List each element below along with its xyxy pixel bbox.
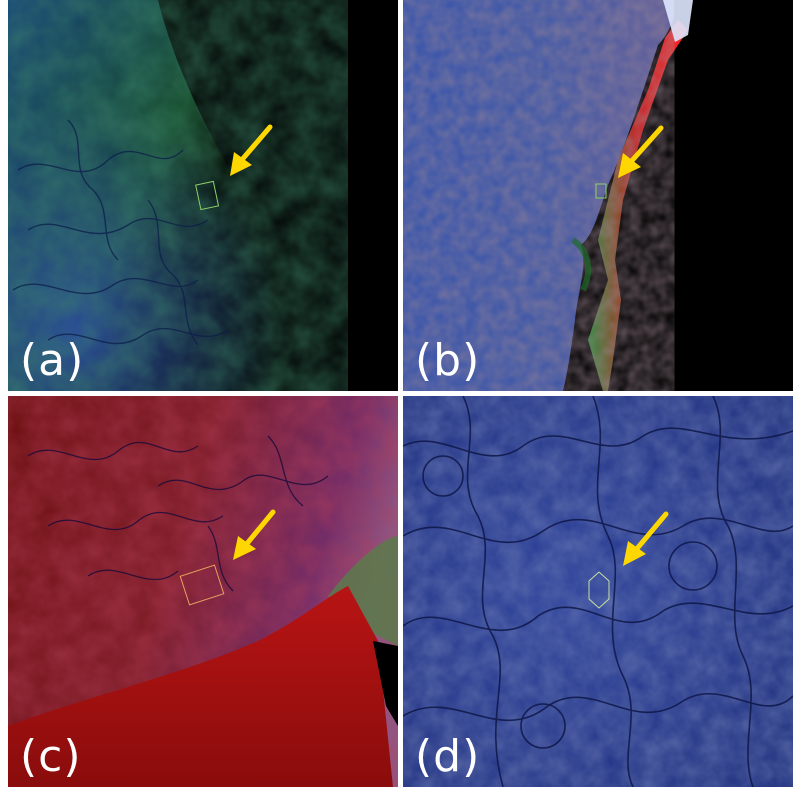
panel-label: (b) xyxy=(415,335,481,386)
volume-render-d xyxy=(403,396,793,787)
panel-label: (c) xyxy=(20,731,82,782)
volume-render-a xyxy=(8,0,398,391)
panel-label: (a) xyxy=(20,335,85,386)
panel-c: (c) xyxy=(8,396,398,787)
arrow-icon xyxy=(618,125,664,178)
arrow-icon xyxy=(623,511,669,566)
volume-render-b xyxy=(403,0,793,391)
panel-a: (a) xyxy=(8,0,398,391)
arrow-icon xyxy=(233,509,276,560)
panel-d: (d) xyxy=(403,396,793,787)
arrow-icon xyxy=(230,124,273,176)
panel-b: (b) xyxy=(403,0,793,391)
volume-render-c xyxy=(8,396,398,787)
panel-label: (d) xyxy=(415,731,481,782)
